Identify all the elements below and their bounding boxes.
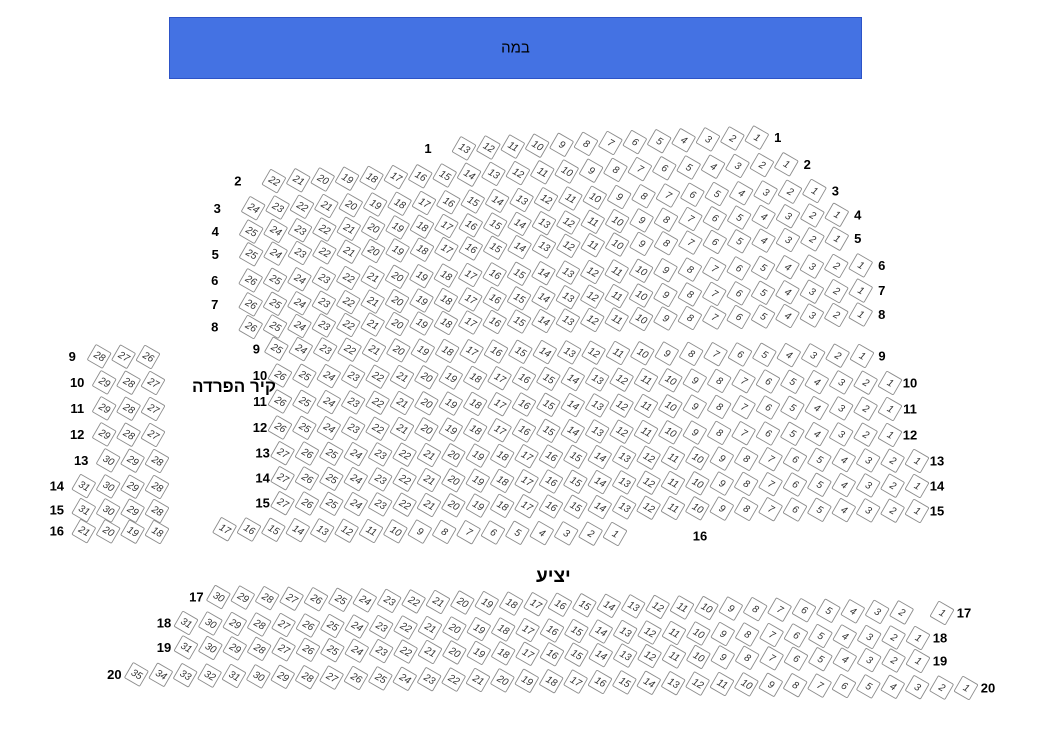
svg-text:14: 14 xyxy=(255,471,270,486)
svg-text:18: 18 xyxy=(157,616,171,631)
svg-text:10: 10 xyxy=(903,376,917,391)
svg-text:7: 7 xyxy=(211,297,218,312)
svg-text:13: 13 xyxy=(74,453,88,468)
svg-text:7: 7 xyxy=(878,283,885,298)
svg-text:11: 11 xyxy=(253,394,267,409)
svg-text:17: 17 xyxy=(957,606,971,621)
svg-text:10: 10 xyxy=(70,375,84,390)
svg-text:16: 16 xyxy=(50,524,64,539)
svg-text:19: 19 xyxy=(157,640,171,655)
svg-text:13: 13 xyxy=(930,454,944,469)
svg-text:12: 12 xyxy=(70,427,84,442)
svg-text:18: 18 xyxy=(933,631,947,646)
svg-text:2: 2 xyxy=(234,174,241,189)
svg-text:3: 3 xyxy=(214,201,221,216)
svg-text:12: 12 xyxy=(253,420,267,435)
svg-text:6: 6 xyxy=(878,258,885,273)
svg-text:5: 5 xyxy=(854,231,861,246)
svg-text:3: 3 xyxy=(832,184,839,199)
svg-text:11: 11 xyxy=(903,402,917,417)
svg-text:10: 10 xyxy=(253,368,267,383)
svg-text:20: 20 xyxy=(981,681,995,696)
svg-text:15: 15 xyxy=(930,504,944,519)
svg-text:12: 12 xyxy=(903,428,917,443)
svg-text:17: 17 xyxy=(189,590,203,605)
svg-text:5: 5 xyxy=(212,247,219,262)
svg-text:14: 14 xyxy=(930,479,945,494)
svg-text:1: 1 xyxy=(424,141,431,156)
svg-text:4: 4 xyxy=(212,224,220,239)
svg-text:6: 6 xyxy=(211,273,218,288)
svg-text:2: 2 xyxy=(804,157,811,172)
svg-text:1: 1 xyxy=(774,130,781,145)
svg-text:9: 9 xyxy=(69,349,76,364)
svg-text:20: 20 xyxy=(107,667,121,682)
svg-text:8: 8 xyxy=(878,307,885,322)
svg-text:13: 13 xyxy=(255,446,269,461)
svg-text:14: 14 xyxy=(50,479,65,494)
svg-text:9: 9 xyxy=(878,349,885,364)
svg-text:15: 15 xyxy=(50,503,64,518)
svg-text:4: 4 xyxy=(854,207,862,222)
svg-text:19: 19 xyxy=(933,654,947,669)
svg-text:8: 8 xyxy=(211,320,218,335)
svg-text:16: 16 xyxy=(693,529,707,544)
svg-text:15: 15 xyxy=(255,496,269,511)
svg-text:11: 11 xyxy=(70,401,84,416)
svg-text:9: 9 xyxy=(253,341,260,356)
